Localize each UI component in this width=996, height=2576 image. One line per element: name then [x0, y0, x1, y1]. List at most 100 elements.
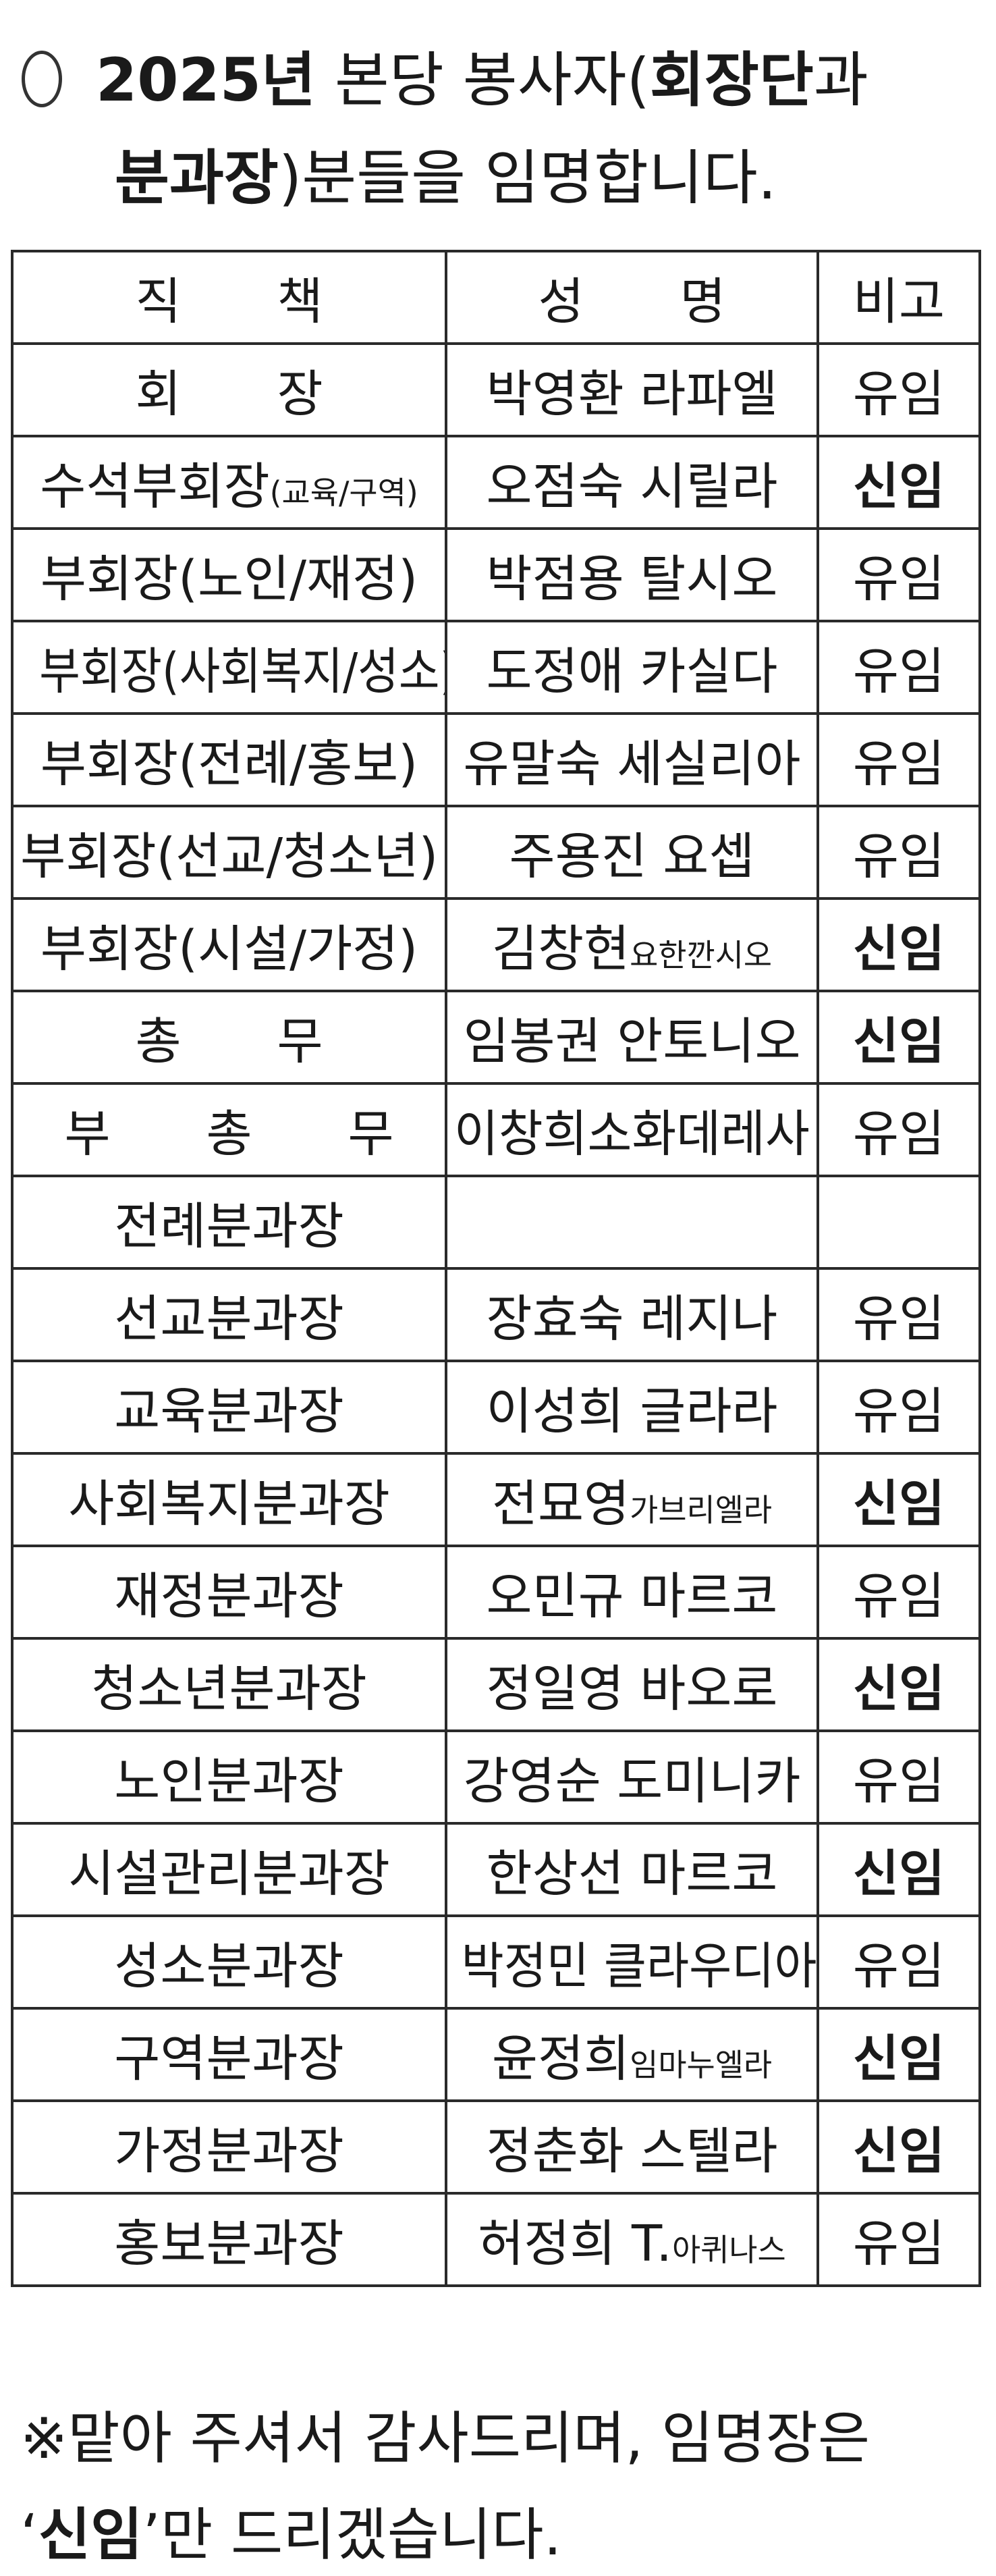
position-cell: 부회장(시설/가정): [11, 897, 447, 992]
position-cell-main: 성소분과장: [114, 1937, 344, 1995]
name-cell-main: 강영순 도미니카: [463, 1752, 801, 1810]
title-bold-text: 회장단: [649, 45, 814, 115]
header-position: 직 책: [11, 250, 447, 345]
name-cell-main: 오점숙 시릴라: [486, 458, 778, 516]
header-position-label: 직 책: [135, 273, 323, 331]
note-cell-main: 유임: [852, 1290, 945, 1348]
name-cell-small: 가브리엘라: [630, 1492, 773, 1528]
note-cell-main: 유임: [852, 1105, 945, 1163]
position-cell-text: 시설관리분과장: [68, 1833, 390, 1906]
note-cell-text: 신임: [853, 909, 945, 981]
note-cell-text: 유임: [853, 354, 945, 426]
position-cell-main: 부회장(전례/홍보): [40, 735, 418, 793]
note-cell: 유임: [817, 712, 981, 807]
note-cell-text: 유임: [853, 1371, 945, 1443]
name-cell-text: 박정민 클라우디아: [462, 1926, 815, 1998]
name-cell: 도정애 카실다: [445, 620, 819, 715]
name-cell: 김창현요한깐시오: [445, 897, 819, 992]
name-cell: 장효숙 레지나: [445, 1267, 819, 1362]
name-cell-main: 김창현: [491, 920, 630, 978]
position-cell: 선교분과장: [11, 1267, 447, 1362]
name-cell: 박정민 클라우디아: [445, 1914, 819, 2010]
position-cell: 교육분과장: [11, 1360, 447, 1455]
position-cell-text: 부회장(사회복지/성소): [39, 631, 443, 703]
table-row: 성소분과장 박정민 클라우디아 유임: [11, 1914, 981, 2010]
name-cell: 전묘영가브리엘라: [445, 1452, 819, 1547]
name-cell-text: 전묘영가브리엘라: [492, 1464, 772, 1536]
note-cell-text: 신임: [853, 1833, 945, 1906]
position-cell: 부회장(선교/청소년): [11, 805, 447, 900]
title-line-1: 2025년 본당 봉사자(회장단과: [0, 51, 996, 113]
table-row: 회 장 박영환 라파엘 유임: [11, 342, 981, 437]
position-cell-main: 가정분과장: [114, 2122, 344, 2180]
note-cell-text: 유임: [853, 1926, 945, 1998]
appointment-table: 직 책 성 명 비고 회 장 박영환 라파엘 유임 수석부회장(교육/구역) 오점숙 시…: [11, 250, 981, 2287]
note-cell: 유임: [817, 1545, 981, 1640]
name-cell-main: 이성희 글라라: [486, 1383, 778, 1441]
table-row: 가정분과장 정춘화 스텔라 신임: [11, 2099, 981, 2195]
table-row: 사회복지분과장 전묘영가브리엘라 신임: [11, 1452, 981, 1547]
position-cell-text: 부 총 무: [64, 1094, 393, 1166]
note-cell-text: 신임: [853, 1648, 945, 1721]
position-cell-main: 청소년분과장: [91, 1660, 367, 1718]
name-cell-text: 강영순 도미니카: [463, 1741, 800, 1813]
note-cell-main: 신임: [852, 458, 945, 516]
position-cell-text: 수석부회장(교육/구역): [40, 446, 418, 518]
note-cell-main: 신임: [852, 1013, 945, 1071]
note-cell-text: 유임: [853, 816, 945, 888]
position-cell: 총 무: [11, 990, 447, 1085]
position-cell-text: 청소년분과장: [91, 1648, 366, 1721]
name-cell-small: 아퀴나스: [671, 2232, 786, 2268]
note-cell-text: 신임: [853, 2111, 945, 2183]
name-cell-text: 정일영 바오로: [486, 1648, 777, 1721]
position-cell-text: 부회장(노인/재정): [40, 539, 418, 611]
quote-open: ‘: [20, 2502, 38, 2568]
name-cell-text: 오민규 마르코: [486, 1556, 777, 1628]
position-cell-text: 사회복지분과장: [68, 1464, 390, 1536]
note-cell: 유임: [817, 342, 981, 437]
position-cell-main: 구역분과장: [114, 2030, 344, 2088]
position-cell: 시설관리분과장: [11, 1822, 447, 1917]
table-row: 선교분과장 장효숙 레지나 유임: [11, 1267, 981, 1362]
note-cell: 유임: [817, 805, 981, 900]
name-cell-text: 유말숙 세실리아: [463, 724, 800, 796]
position-cell-main: 부 총 무: [64, 1105, 394, 1163]
note-cell: 신임: [817, 2099, 981, 2195]
table-row: 재정분과장 오민규 마르코 유임: [11, 1545, 981, 1640]
note-cell: 신임: [817, 2007, 981, 2102]
title-text-end: 과: [813, 45, 868, 115]
note-cell-main: 유임: [852, 735, 945, 793]
position-cell-text: 회 장: [135, 354, 323, 426]
note-cell-text: 유임: [853, 2203, 945, 2276]
note-cell-text: 유임: [853, 1094, 945, 1166]
name-cell-text: 이창희소화데레사: [454, 1094, 810, 1166]
note-cell: 신임: [817, 1637, 981, 1732]
footer-text: 만 드리겠습니다.: [160, 2502, 562, 2568]
position-cell-text: 전례분과장: [114, 1186, 343, 1258]
note-cell-text: 유임: [853, 724, 945, 796]
name-cell: 유말숙 세실리아: [445, 712, 819, 807]
position-cell-main: 홍보분과장: [114, 2215, 344, 2273]
position-cell-main: 선교분과장: [114, 1290, 344, 1348]
position-cell: 가정분과장: [11, 2099, 447, 2195]
position-cell: 노인분과장: [11, 1729, 447, 1825]
name-cell-main: 이창희소화데레사: [453, 1105, 810, 1163]
note-cell-main: 유임: [852, 1567, 945, 1626]
note-cell: [817, 1175, 981, 1270]
position-cell: 부회장(사회복지/성소): [11, 620, 447, 715]
name-cell-text: 허정희 T.아퀴나스: [478, 2203, 786, 2276]
note-cell-main: 신임: [852, 920, 945, 978]
footer-line-1: ※맡아 주셔서 감사드리며, 임명장은: [20, 2405, 870, 2471]
position-cell-small: (교육/구역): [269, 475, 418, 511]
table-row: 홍보분과장 허정희 T.아퀴나스 유임: [11, 2192, 981, 2287]
note-cell: 유임: [817, 1082, 981, 1177]
name-cell-main: 허정희 T.: [478, 2215, 672, 2273]
position-cell-main: 전례분과장: [114, 1198, 344, 1256]
position-cell-text: 선교분과장: [114, 1279, 343, 1351]
position-cell-main: 시설관리분과장: [68, 1845, 390, 1903]
name-cell-text: 박점용 탈시오: [486, 539, 777, 611]
name-cell-text: 장효숙 레지나: [486, 1279, 777, 1351]
name-cell: 정춘화 스텔라: [445, 2099, 819, 2195]
note-cell: 신임: [817, 1452, 981, 1547]
note-cell-main: 신임: [852, 2030, 945, 2088]
